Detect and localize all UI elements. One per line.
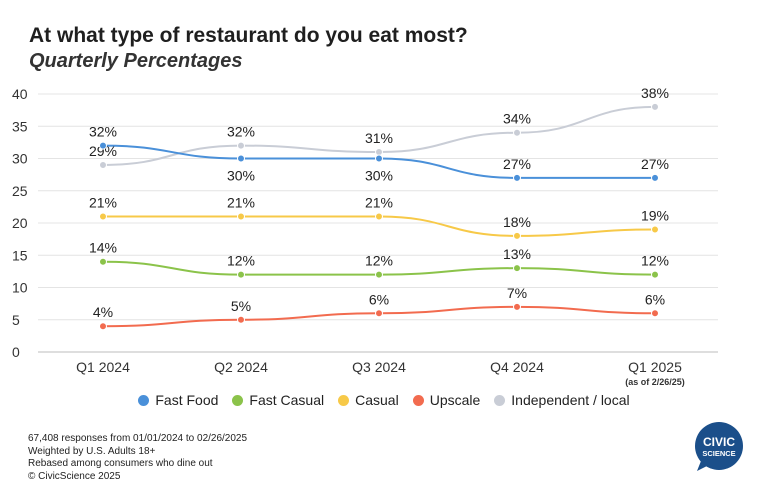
data-point xyxy=(237,141,245,150)
data-point xyxy=(99,160,107,169)
data-point xyxy=(99,141,107,150)
y-tick-label: 20 xyxy=(12,215,28,231)
data-point xyxy=(237,212,245,221)
legend-item-fast-casual: Fast Casual xyxy=(232,392,324,408)
data-label: 21% xyxy=(227,195,255,211)
legend-item-independent-local: Independent / local xyxy=(494,392,630,408)
data-label: 19% xyxy=(641,207,669,223)
x-tick-label: Q1 2025 xyxy=(628,359,682,375)
data-label: 21% xyxy=(365,195,393,211)
data-label: 29% xyxy=(89,143,117,159)
line-chart: 0 5 10 15 20 25 30 35 40 Q1 2024 Q2 2024 Q3 2024 Q4 … xyxy=(12,85,718,387)
data-point xyxy=(99,212,107,221)
chart-legend: Fast Food Fast Casual Casual Upscale Ind… xyxy=(0,392,768,408)
data-label: 6% xyxy=(645,291,665,307)
data-point xyxy=(237,315,245,324)
x-tick-label: Q4 2024 xyxy=(490,359,544,375)
footnote-copyright: © CivicScience 2025 xyxy=(28,470,121,482)
data-label: 34% xyxy=(503,111,531,127)
y-tick-label: 15 xyxy=(12,247,28,263)
data-label: 21% xyxy=(89,195,117,211)
data-point xyxy=(237,154,245,163)
footnote-responses: 67,408 responses from 01/01/2024 to 02/2… xyxy=(28,433,248,444)
data-point xyxy=(513,173,521,182)
data-label: 18% xyxy=(503,214,531,230)
x-tick-label: Q3 2024 xyxy=(352,359,406,375)
data-label: 27% xyxy=(641,156,669,172)
legend-dot-icon xyxy=(494,394,506,406)
data-point xyxy=(513,128,521,137)
legend-label: Fast Casual xyxy=(249,392,325,408)
data-point xyxy=(375,270,383,279)
footnote-weighting: Weighted by U.S. Adults 18+ xyxy=(28,445,156,457)
civicscience-logo-icon: CIVIC SCIENCE xyxy=(695,422,743,471)
data-point xyxy=(99,322,107,331)
legend-dot-icon xyxy=(412,394,424,406)
data-point xyxy=(513,231,521,240)
y-tick-label: 25 xyxy=(12,183,28,199)
legend-dot-icon xyxy=(232,394,244,406)
legend-label: Fast Food xyxy=(155,392,219,408)
data-point xyxy=(651,270,659,279)
legend-dot-icon xyxy=(138,394,150,406)
data-label: 27% xyxy=(503,156,531,172)
legend-label: Independent / local xyxy=(511,392,630,408)
chart-title: At what type of restaurant do you eat mo… xyxy=(29,24,468,47)
data-label: 32% xyxy=(227,124,255,140)
legend-item-casual: Casual xyxy=(338,392,399,408)
data-label: 12% xyxy=(365,253,393,269)
data-point xyxy=(651,173,659,182)
data-point xyxy=(651,102,659,111)
data-label: 30% xyxy=(365,168,393,184)
data-point xyxy=(651,225,659,234)
data-label: 5% xyxy=(231,298,251,314)
data-point xyxy=(375,212,383,221)
data-point xyxy=(375,154,383,163)
x-tick-label: Q1 2024 xyxy=(76,359,130,375)
legend-item-fast-food: Fast Food xyxy=(138,392,218,408)
data-label: 13% xyxy=(503,246,531,262)
data-point xyxy=(513,302,521,311)
legend-dot-icon xyxy=(338,394,350,406)
y-tick-label: 10 xyxy=(12,280,28,296)
data-label: 12% xyxy=(227,253,255,269)
data-label: 32% xyxy=(89,124,117,140)
y-tick-label: 5 xyxy=(12,312,20,328)
legend-item-upscale: Upscale xyxy=(412,392,481,408)
y-tick-label: 0 xyxy=(12,344,20,360)
data-label: 38% xyxy=(641,85,669,101)
footnote-rebased: Rebased among consumers who dine out xyxy=(28,458,213,469)
data-point xyxy=(237,270,245,279)
chart-subtitle: Quarterly Percentages xyxy=(29,50,243,72)
data-label: 7% xyxy=(507,285,527,301)
data-point xyxy=(651,309,659,318)
chart-footnotes: 67,408 responses from 01/01/2024 to 02/2… xyxy=(28,433,247,483)
x-tick-note: (as of 2/26/25) xyxy=(625,377,685,387)
logo-text-line2: SCIENCE xyxy=(702,449,735,458)
data-label: 31% xyxy=(365,130,393,146)
legend-label: Casual xyxy=(355,392,399,408)
data-label: 6% xyxy=(369,291,389,307)
y-tick-label: 35 xyxy=(12,118,28,134)
x-tick-label: Q2 2024 xyxy=(214,359,268,375)
data-point xyxy=(375,309,383,318)
data-label: 14% xyxy=(89,240,117,256)
data-label: 12% xyxy=(641,253,669,269)
y-tick-label: 30 xyxy=(12,151,28,167)
y-tick-label: 40 xyxy=(12,86,28,102)
logo-text-line1: CIVIC xyxy=(703,435,735,449)
data-point xyxy=(99,257,107,266)
data-point xyxy=(513,264,521,273)
data-label: 30% xyxy=(227,168,255,184)
data-label: 4% xyxy=(93,304,113,320)
legend-label: Upscale xyxy=(429,392,481,408)
